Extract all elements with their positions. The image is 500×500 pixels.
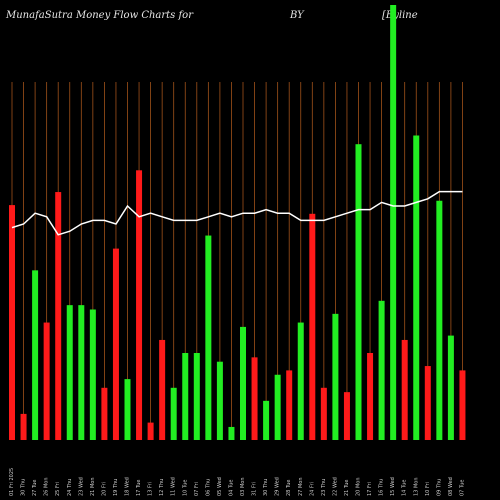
money-flow-bar: [55, 192, 62, 440]
money-flow-bar: [182, 353, 189, 440]
money-flow-bar: [240, 326, 246, 440]
money-flow-bar: [78, 305, 85, 440]
money-flow-bar: [424, 366, 431, 440]
money-flow-bar: [205, 235, 212, 440]
x-tick-label: 13 Fri: [148, 482, 154, 496]
money-flow-bar: [193, 353, 200, 440]
x-tick-label: 07 Fri: [194, 482, 200, 496]
x-tick-label: 21 Mon: [90, 478, 96, 497]
money-flow-bar: [320, 387, 327, 440]
money-flow-bar: [401, 339, 408, 440]
x-tick-label: 28 Tue: [286, 480, 292, 497]
money-flow-bar: [343, 392, 350, 440]
money-flow-bar: [447, 335, 454, 440]
x-tick-label: 16 Thu: [379, 479, 385, 496]
x-tick-label: 14 Tue: [402, 480, 408, 497]
company-label: [Byline: [382, 10, 418, 21]
x-tick-label: 25 Fri: [55, 482, 61, 496]
x-tick-label: 21 Tue: [344, 480, 350, 497]
money-flow-bar: [286, 370, 293, 440]
money-flow-bar: [309, 213, 316, 440]
x-tick-label: 06 Thu: [205, 479, 211, 496]
money-flow-bar: [251, 357, 258, 440]
x-tick-label: 23 Wed: [78, 477, 84, 496]
x-tick-label: 30 Thu: [21, 479, 27, 496]
x-tick-labels: 01 Fri 2025 30 Thu 27 Tue 26 Mon 25 Fri 24 Th…: [9, 468, 465, 496]
x-tick-label: 11 Wed: [171, 477, 177, 496]
money-flow-bar: [216, 361, 223, 440]
x-tick-label: 05 Wed: [217, 477, 223, 496]
x-tick-label: 29 Wed: [275, 477, 281, 496]
money-flow-bar: [9, 205, 15, 440]
money-flow-bar: [413, 135, 420, 440]
money-flow-bar: [112, 248, 119, 440]
x-tick-label: 23 Thu: [321, 479, 327, 496]
x-tick-label: 17 Tue: [136, 480, 142, 497]
money-flow-bar: [355, 144, 362, 440]
x-tick-label: 26 Mon: [44, 478, 50, 497]
money-flow-bar: [170, 387, 177, 440]
x-tick-label: 18 Wed: [125, 477, 131, 496]
money-flow-bar: [43, 322, 50, 440]
money-flow-bar: [378, 300, 385, 440]
x-tick-label: 13 Mon: [413, 478, 419, 497]
x-tick-label: 07 Tue: [459, 480, 465, 497]
x-tick-label: 27 Tue: [32, 480, 38, 497]
x-tick-label: 01 Fri 2025: [9, 468, 15, 496]
money-flow-bar: [297, 322, 304, 440]
price-line: [11, 190, 463, 236]
x-tick-label: 08 Wed: [448, 477, 454, 496]
x-tick-label: 12 Thu: [159, 479, 165, 496]
x-tick-label: 20 Fri: [101, 482, 107, 496]
money-flow-bar: [136, 170, 143, 441]
money-flow-bar: [147, 422, 154, 440]
site-title: MunafaSutra Money Flow Charts for: [6, 10, 193, 21]
x-tick-label: 10 Fri: [425, 482, 431, 496]
money-flow-bar: [332, 313, 339, 440]
money-flow-bar: [20, 413, 27, 440]
money-flow-bar: [436, 200, 443, 440]
x-tick-label: 24 Fri: [309, 482, 315, 496]
x-tick-label: 31 Fri: [252, 482, 258, 496]
x-tick-label: 17 Fri: [367, 482, 373, 496]
money-flow-bar: [228, 426, 235, 440]
money-flow-bar: [159, 339, 166, 440]
x-tick-label: 03 Mon: [240, 478, 246, 497]
x-tick-label: 24 Thu: [67, 479, 73, 496]
x-tick-label: 30 Thu: [263, 479, 269, 496]
x-tick-label: 27 Mon: [298, 478, 304, 497]
money-flow-bar: [367, 353, 374, 440]
money-flow-bar: [459, 370, 466, 440]
money-flow-bars: [9, 5, 466, 441]
x-tick-label: 09 Thu: [436, 479, 442, 496]
money-flow-bar: [274, 374, 281, 440]
x-tick-label: 19 Thu: [113, 479, 119, 496]
money-flow-bar: [32, 270, 39, 440]
money-flow-bar: [263, 400, 270, 440]
x-tick-label: 22 Wed: [332, 477, 338, 496]
money-flow-bar: [124, 379, 131, 440]
symbol-label: BY: [290, 10, 304, 21]
x-tick-label: 15 Wed: [390, 477, 396, 496]
money-flow-bar: [66, 305, 73, 440]
x-tick-label: 04 Tue: [228, 480, 234, 497]
money-flow-bar: [101, 387, 108, 440]
money-flow-bar: [89, 309, 96, 440]
x-tick-label: 20 Mon: [356, 478, 362, 497]
money-flow-bar: [390, 5, 397, 440]
x-tick-label: 10 Tue: [182, 480, 188, 497]
